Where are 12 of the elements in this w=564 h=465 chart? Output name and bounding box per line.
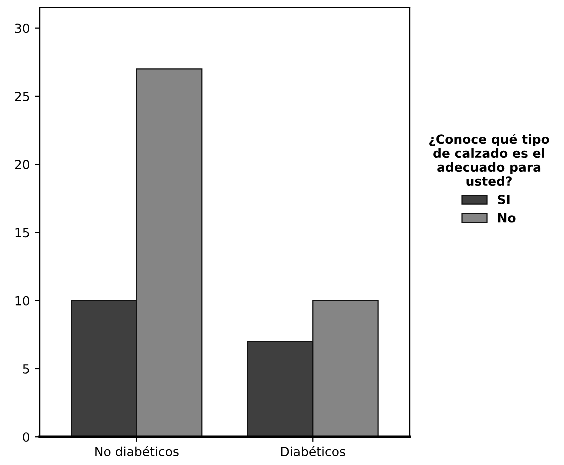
y-tick-label: 25 [15, 92, 30, 102]
y-tick-label: 5 [23, 364, 30, 374]
y-tick-label: 30 [15, 24, 30, 34]
y-tick-label: 15 [16, 228, 30, 238]
legend-title: ¿Conoce qué tipo de calzado es el adecuado para usted? [430, 134, 550, 186]
legend-label: SI [498, 195, 510, 204]
x-tick-label: Diabéticos [281, 446, 346, 456]
y-tick-label: 0 [23, 432, 30, 442]
legend-label: No [498, 214, 516, 223]
y-tick-label: 20 [15, 160, 30, 170]
y-tick-label: 10 [16, 296, 30, 306]
x-tick-label: No diabéticos [96, 446, 179, 456]
